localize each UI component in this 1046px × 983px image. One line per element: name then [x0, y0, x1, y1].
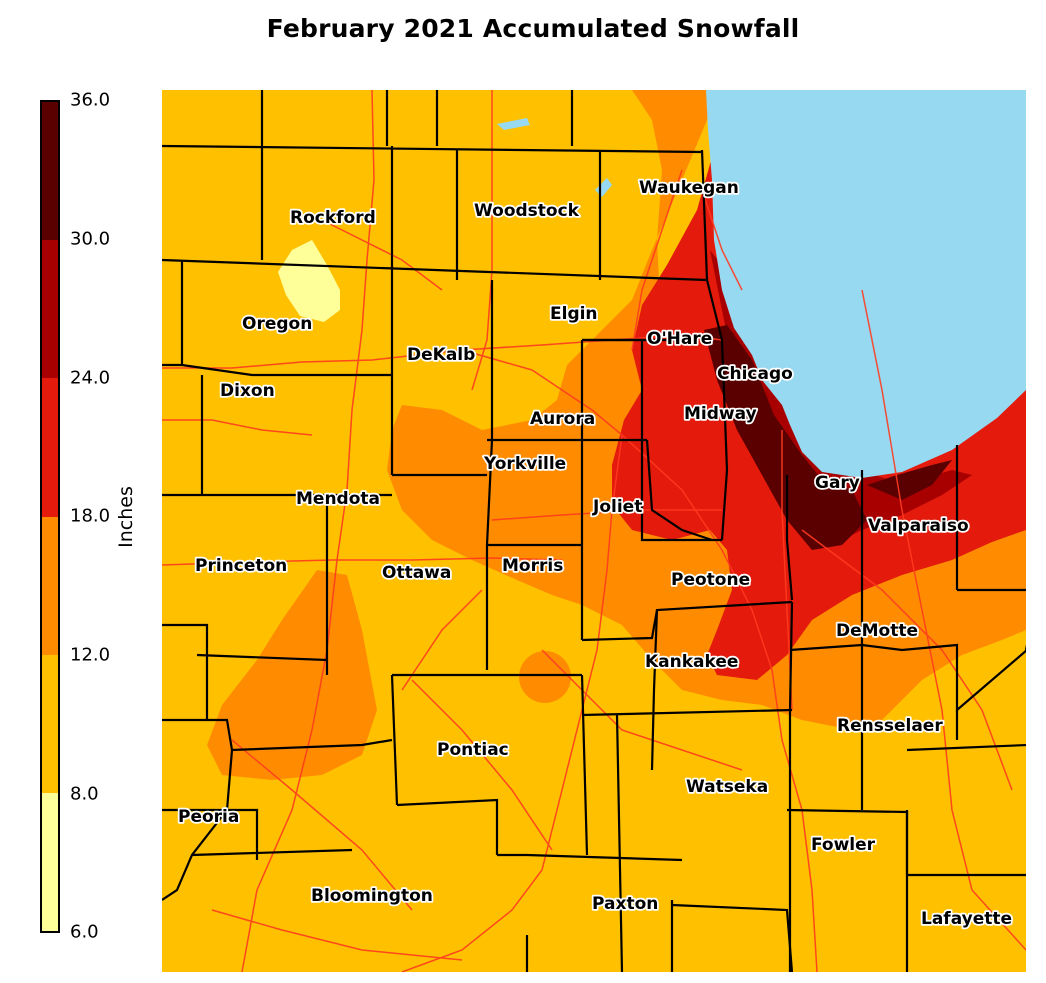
band-30-36-areas [704, 325, 952, 550]
city-label-morris: Morris [502, 556, 563, 576]
city-label-rensselaer: Rensselaer [837, 716, 943, 736]
lake-michigan [706, 90, 1026, 478]
city-label-chicago: Chicago [717, 364, 793, 384]
city-label-paxton: Paxton [592, 894, 658, 914]
city-label-yorkville: Yorkville [483, 454, 566, 474]
tick-label-24: 24.0 [70, 367, 111, 389]
snowfall-map: Rockford Woodstock Waukegan Oregon Elgin… [162, 90, 1026, 972]
city-label-dekalb: DeKalb [407, 345, 475, 365]
city-label-woodstock: Woodstock [474, 201, 580, 221]
colorbar-band-30-36 [42, 102, 58, 241]
city-label-dixon: Dixon [220, 381, 275, 401]
city-label-peoria: Peoria [178, 807, 239, 827]
map-title: February 2021 Accumulated Snowfall [266, 14, 800, 43]
colorbar [40, 100, 60, 933]
roads [162, 90, 1026, 972]
county-boundaries [162, 90, 1026, 972]
tick-label-6: 6.0 [70, 921, 99, 943]
city-label-demotte: DeMotte [836, 621, 918, 641]
tick-label-8: 8.0 [70, 783, 99, 805]
city-labels: Rockford Woodstock Waukegan Oregon Elgin… [176, 176, 1014, 931]
city-label-valparaiso: Valparaiso [868, 516, 969, 536]
tick-label-12: 12.0 [70, 644, 111, 666]
city-label-ottawa: Ottawa [382, 563, 451, 583]
city-label-lafayette: Lafayette [921, 909, 1012, 929]
colorbar-band-18-24 [42, 378, 58, 517]
city-label-ohare: O'Hare [647, 329, 712, 349]
city-label-pontiac: Pontiac [437, 740, 509, 760]
city-label-princeton: Princeton [195, 556, 287, 576]
city-label-kankakee: Kankakee [645, 652, 738, 672]
city-label-elgin: Elgin [550, 304, 598, 324]
city-label-midway: Midway [684, 404, 757, 424]
city-label-peotone: Peotone [671, 570, 750, 590]
small-lake-1 [497, 118, 530, 130]
city-label-mendota: Mendota [296, 489, 380, 509]
band-6-8-area [278, 240, 340, 322]
colorbar-axis-label: Inches [115, 486, 137, 548]
tick-label-30: 30.0 [70, 228, 111, 250]
city-label-gary: Gary [815, 473, 860, 493]
city-label-bloomington: Bloomington [311, 886, 433, 906]
colorbar-band-24-30 [42, 240, 58, 379]
tick-label-18: 18.0 [70, 505, 111, 527]
city-label-aurora: Aurora [530, 409, 595, 429]
city-label-watseka: Watseka [686, 777, 768, 797]
colorbar-band-12-18 [42, 516, 58, 655]
city-label-rockford: Rockford [290, 208, 376, 228]
colorbar-band-8-12 [42, 654, 58, 793]
tick-label-36: 36.0 [70, 89, 111, 111]
colorbar-band-6-8 [42, 792, 58, 932]
city-label-oregon: Oregon [242, 314, 312, 334]
city-label-fowler: Fowler [811, 835, 876, 855]
city-label-waukegan: Waukegan [639, 178, 739, 198]
city-label-joliet: Joliet [592, 497, 642, 517]
